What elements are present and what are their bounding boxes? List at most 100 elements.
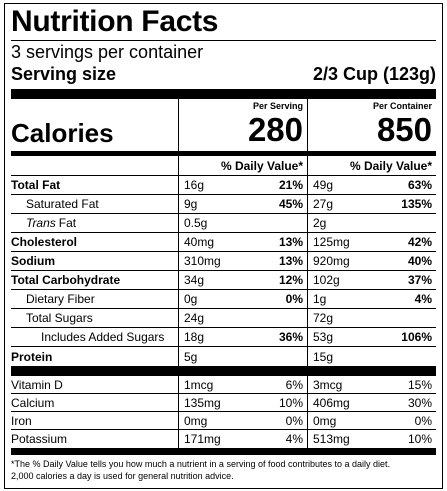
amount-cell: 49g 63% — [307, 176, 436, 194]
title: Nutrition Facts — [11, 4, 436, 41]
percent-dv: 4% — [414, 292, 432, 306]
nutrient-name: Total Carbohydrate — [11, 271, 178, 289]
amount: 27g — [313, 197, 334, 211]
amount-cell: 135mg 10% — [178, 394, 307, 411]
nutrient-name: Total Fat — [11, 176, 178, 194]
percent-dv: 135% — [401, 197, 432, 211]
name-text: Total Carbohydrate — [11, 273, 121, 287]
amount: 406mg — [313, 395, 350, 410]
nutrient-name: Saturated Fat — [11, 195, 178, 213]
name-text: Sodium — [11, 254, 55, 268]
name-text: Includes Added Sugars — [41, 330, 165, 344]
amount-cell: 1g 4% — [307, 290, 436, 308]
amount-cell: 125mg 42% — [307, 233, 436, 251]
nutrient-name: Potassium — [11, 430, 178, 448]
dv-cell: % Daily Value* — [178, 156, 307, 175]
nutrient-name: Trans Fat — [11, 214, 178, 232]
nutrient-row: Protein 5g 15g — [11, 347, 436, 366]
percent-dv: 42% — [407, 235, 432, 249]
divider — [11, 366, 436, 376]
nutrient-row: Calcium 135mg 10% 406mg 30% — [11, 394, 436, 412]
amount-cell: 0mg 0% — [178, 412, 307, 429]
name-text: Fat — [58, 216, 77, 230]
nutrient-name: Calcium — [11, 394, 178, 411]
nutrient-row: Potassium 171mg 4% 513mg 10% — [11, 430, 436, 448]
amount-cell: 513mg 10% — [307, 430, 436, 448]
amount: 0.5g — [184, 216, 208, 230]
amount-cell: 0mg 0% — [307, 412, 436, 429]
footnote: *The % Daily Value tells you how much a … — [11, 458, 436, 482]
nutrient-row: Cholesterol 40mg 13% 125mg 42% — [11, 233, 436, 252]
nutrient-row: Total Fat 16g 21% 49g 63% — [11, 176, 436, 195]
nutrient-name: Iron — [11, 412, 178, 429]
percent-dv: 63% — [407, 178, 432, 192]
nutrient-row: Dietary Fiber 0g 0% 1g 4% — [11, 290, 436, 309]
nutrient-name: Cholesterol — [11, 233, 178, 251]
amount-cell: 9g 45% — [178, 195, 307, 213]
name-text: Total Fat — [11, 178, 61, 192]
percent-dv: 10% — [407, 432, 432, 446]
amount-cell: 24g — [178, 309, 307, 327]
name-text: Vitamin D — [11, 377, 63, 392]
amount-cell: 0g 0% — [178, 290, 307, 308]
amount: 0mg — [184, 413, 208, 428]
nutrient-row: Includes Added Sugars 18g 36% 53g 106% — [11, 328, 436, 347]
nutrient-name: Protein — [11, 347, 178, 366]
calories: Calories Per Serving 280 Per Container 8… — [11, 99, 436, 151]
calories-label: Calories — [11, 118, 114, 148]
vitamins: Vitamin D 1mcg 6% 3mcg 15% Calcium 135mg 10% 406… — [11, 376, 436, 448]
percent-dv: 13% — [278, 254, 303, 268]
amount-cell: 2g — [307, 214, 436, 232]
name-text: Iron — [11, 413, 32, 428]
amount: 24g — [184, 311, 205, 325]
serving-size: Serving size 2/3 Cup (123g) — [11, 63, 436, 89]
percent-dv: 0% — [285, 292, 303, 306]
dv-header: % Daily Value* % Daily Value* — [11, 156, 436, 176]
divider — [11, 89, 436, 99]
amount: 40mg — [184, 235, 215, 249]
dv-cell: % Daily Value* — [307, 156, 436, 175]
percent-dv: 45% — [278, 197, 303, 211]
amount: 2g — [313, 216, 327, 230]
amount: 1mcg — [184, 377, 214, 392]
amount: 5g — [184, 349, 198, 364]
amount-cell: 171mg 4% — [178, 430, 307, 448]
name-text: Cholesterol — [11, 235, 78, 249]
name-text: Calcium — [11, 395, 55, 410]
serving-size-label: Serving size — [11, 64, 117, 84]
name-text: Dietary Fiber — [26, 292, 95, 306]
amount: 171mg — [184, 432, 221, 446]
calories-column: Per Container 850 — [307, 99, 436, 151]
nutrient-name: Sodium — [11, 252, 178, 270]
percent-dv: 12% — [278, 273, 303, 287]
amount: 310mg — [184, 254, 221, 268]
amount-cell: 53g 106% — [307, 328, 436, 346]
percent-dv: 106% — [401, 330, 432, 344]
dv-label: % Daily Value* — [220, 158, 303, 173]
nutrient-row: Total Sugars 24g 72g — [11, 309, 436, 328]
percent-dv: 4% — [285, 432, 303, 446]
amount-cell: 40mg 13% — [178, 233, 307, 251]
amount-cell: 34g 12% — [178, 271, 307, 289]
amount-cell: 15g — [307, 347, 436, 366]
amount: 15g — [313, 349, 334, 364]
nutrient-name: Vitamin D — [11, 376, 178, 393]
amount-cell: 102g 37% — [307, 271, 436, 289]
amount: 72g — [313, 311, 334, 325]
amount: 49g — [313, 178, 334, 192]
amount: 53g — [313, 330, 334, 344]
amount-cell: 18g 36% — [178, 328, 307, 346]
amount-cell: 27g 135% — [307, 195, 436, 213]
nutrient-name: Dietary Fiber — [11, 290, 178, 308]
amount: 9g — [184, 197, 198, 211]
amount-cell: 1mcg 6% — [178, 376, 307, 393]
percent-dv: 21% — [278, 178, 303, 192]
name-text: Total Sugars — [26, 311, 93, 325]
nutrients: Total Fat 16g 21% 49g 63% Saturated Fat 9g 45% 2… — [11, 176, 436, 366]
nutrient-name: Total Sugars — [11, 309, 178, 327]
percent-dv: 30% — [407, 395, 432, 410]
amount: 0mg — [313, 413, 337, 428]
amount-cell: 3mcg 15% — [307, 376, 436, 393]
serving-size-value: 2/3 Cup (123g) — [312, 64, 436, 84]
